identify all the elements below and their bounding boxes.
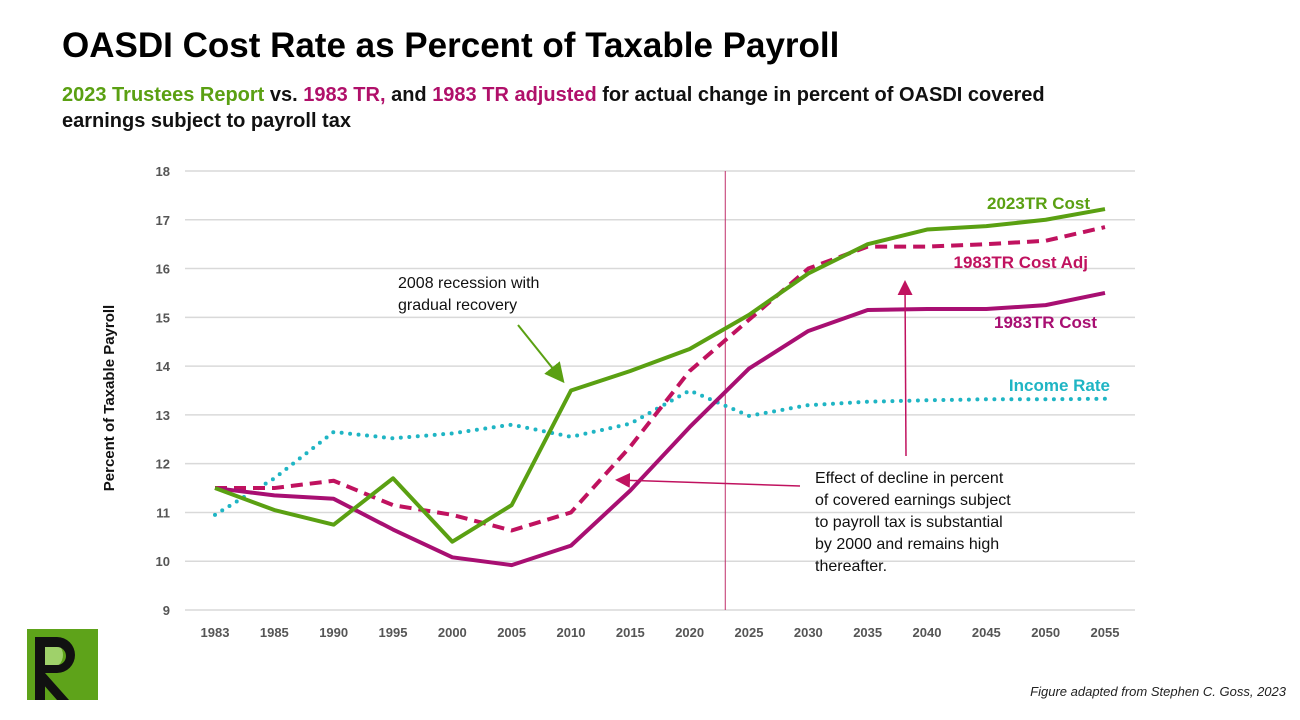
x-tick-label: 1985 — [260, 625, 289, 640]
x-tick-label: 2035 — [853, 625, 882, 640]
subtitle-text: for actual change in percent of OASDI co… — [62, 84, 1045, 132]
x-tick-label: 2000 — [438, 625, 467, 640]
subtitle: 2023 Trustees Report vs. 1983 TR, and 19… — [62, 82, 1062, 134]
subtitle-text: and — [385, 84, 433, 106]
series-label: 1983TR Cost — [994, 313, 1097, 332]
x-tick-label: 1995 — [379, 625, 408, 640]
annotation-recession: 2008 recession with — [398, 275, 539, 292]
x-tick-label: 1990 — [319, 625, 348, 640]
annotation-effect: Effect of decline in percent — [815, 470, 1004, 487]
subtitle-1983tr-adjusted: 1983 TR adjusted — [432, 84, 597, 106]
series-label: 1983TR Cost Adj — [954, 253, 1088, 272]
y-tick-label: 17 — [156, 213, 170, 228]
x-tick-label: 1983 — [201, 625, 230, 640]
annotation-effect: by 2000 and remains high — [815, 536, 999, 553]
series-line-1983tr-cost — [214, 290, 1106, 568]
x-tick-label: 2040 — [913, 625, 942, 640]
series-label: Income Rate — [1009, 376, 1110, 395]
annotation-arrow-up — [897, 280, 913, 457]
x-tick-label: 2055 — [1091, 625, 1120, 640]
annotation-arrow-left — [615, 472, 801, 488]
annotation-effect: thereafter. — [815, 558, 887, 575]
series-label: 2023TR Cost — [987, 194, 1090, 213]
x-tick-label: 2015 — [616, 625, 645, 640]
x-tick-label: 2030 — [794, 625, 823, 640]
series-line-1983tr-cost-adj — [215, 225, 1106, 533]
y-tick-label: 11 — [156, 505, 170, 520]
subtitle-2023tr: 2023 Trustees Report — [62, 84, 265, 106]
y-tick-label: 12 — [156, 457, 170, 472]
x-tick-label: 2020 — [675, 625, 704, 640]
annotation-recession: gradual recovery — [398, 297, 517, 314]
annotation-effect: of covered earnings subject — [815, 492, 1011, 509]
y-tick-label: 14 — [156, 359, 171, 374]
subtitle-1983tr: 1983 TR, — [303, 84, 386, 106]
x-tick-label: 2050 — [1031, 625, 1060, 640]
annotation-effect: to payroll tax is substantial — [815, 514, 1003, 531]
figure-credit: Figure adapted from Stephen C. Goss, 202… — [1030, 684, 1286, 699]
logo — [27, 629, 98, 700]
y-tick-label: 15 — [156, 310, 170, 325]
page-title: OASDI Cost Rate as Percent of Taxable Pa… — [62, 26, 840, 65]
y-tick-label: 18 — [156, 164, 170, 179]
x-tick-label: 2025 — [735, 625, 764, 640]
subtitle-text: vs. — [264, 84, 304, 106]
y-tick-label: 10 — [156, 554, 170, 569]
logo-r-icon — [35, 637, 75, 700]
x-tick-label: 2045 — [972, 625, 1001, 640]
y-tick-label: 16 — [156, 262, 170, 277]
y-axis-label: Percent of Taxable Payroll — [101, 305, 118, 491]
y-tick-label: 9 — [163, 603, 170, 618]
x-tick-label: 2005 — [497, 625, 526, 640]
series-line-2023tr-cost — [214, 207, 1106, 544]
y-tick-label: 13 — [156, 408, 170, 423]
x-tick-label: 2010 — [557, 625, 586, 640]
annotation-arrow-green — [517, 324, 565, 384]
